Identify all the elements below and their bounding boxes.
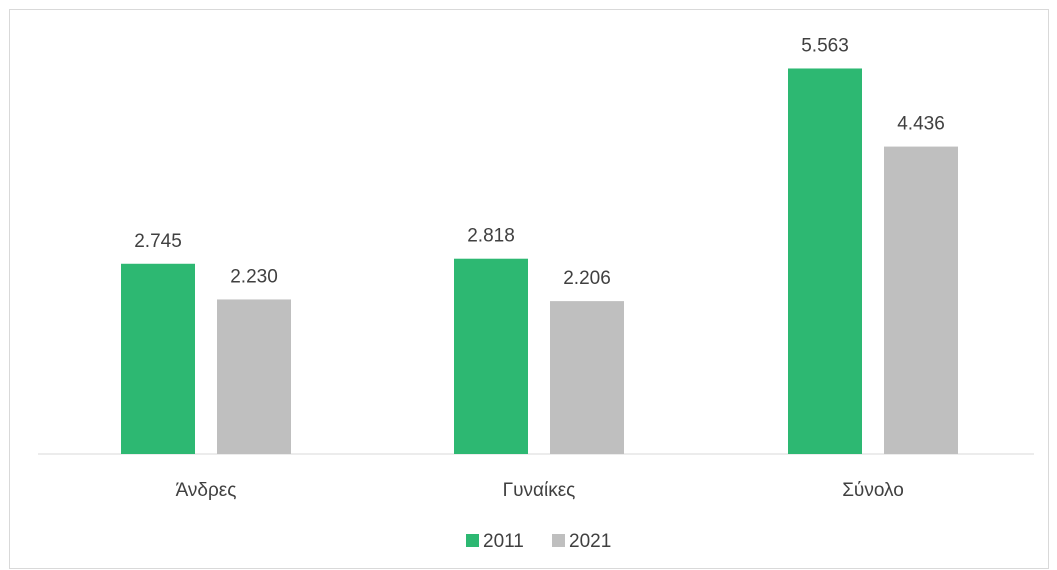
x-tick-label-3: Σύνολο [842, 480, 904, 501]
legend: 2011 2021 [466, 531, 611, 552]
data-label-2011-2: 2.818 [467, 226, 515, 247]
data-label-2011-3: 5.563 [801, 35, 849, 56]
legend-label-2011: 2011 [483, 531, 524, 552]
bar-2021-1 [217, 299, 291, 454]
data-label-2021-3: 4.436 [897, 114, 945, 135]
data-label-2011-1: 2.745 [134, 231, 182, 252]
data-label-2021-1: 2.230 [230, 266, 278, 287]
data-label-2021-2: 2.206 [563, 268, 611, 289]
bar-2011-3 [788, 68, 862, 454]
x-tick-label-1: Άνδρες [176, 480, 237, 501]
bar-2011-1 [121, 263, 195, 454]
bar-2021-3 [884, 146, 958, 454]
legend-label-2021: 2021 [569, 531, 611, 552]
legend-swatch-2011 [466, 534, 479, 547]
bar-2011-2 [454, 258, 528, 454]
x-tick-label-2: Γυναίκες [503, 480, 576, 501]
bar-2021-2 [550, 301, 624, 454]
legend-swatch-2021 [552, 534, 565, 547]
